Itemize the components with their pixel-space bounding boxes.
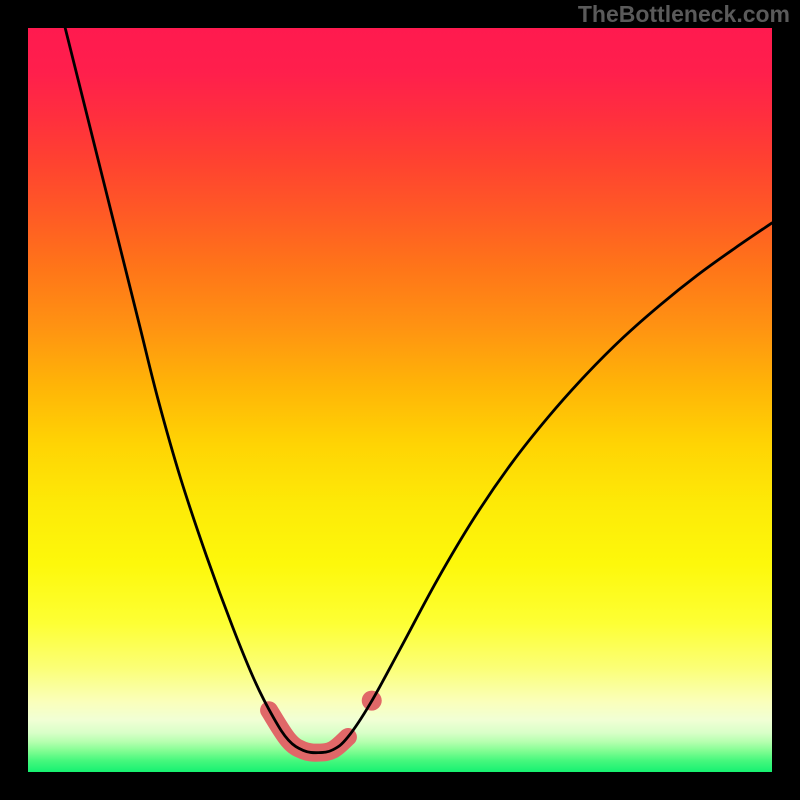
bottleneck-curve <box>65 28 772 753</box>
watermark-text: TheBottleneck.com <box>578 1 790 28</box>
plot-area <box>28 28 772 772</box>
curve-overlay <box>28 28 772 772</box>
plot-frame <box>28 28 772 772</box>
